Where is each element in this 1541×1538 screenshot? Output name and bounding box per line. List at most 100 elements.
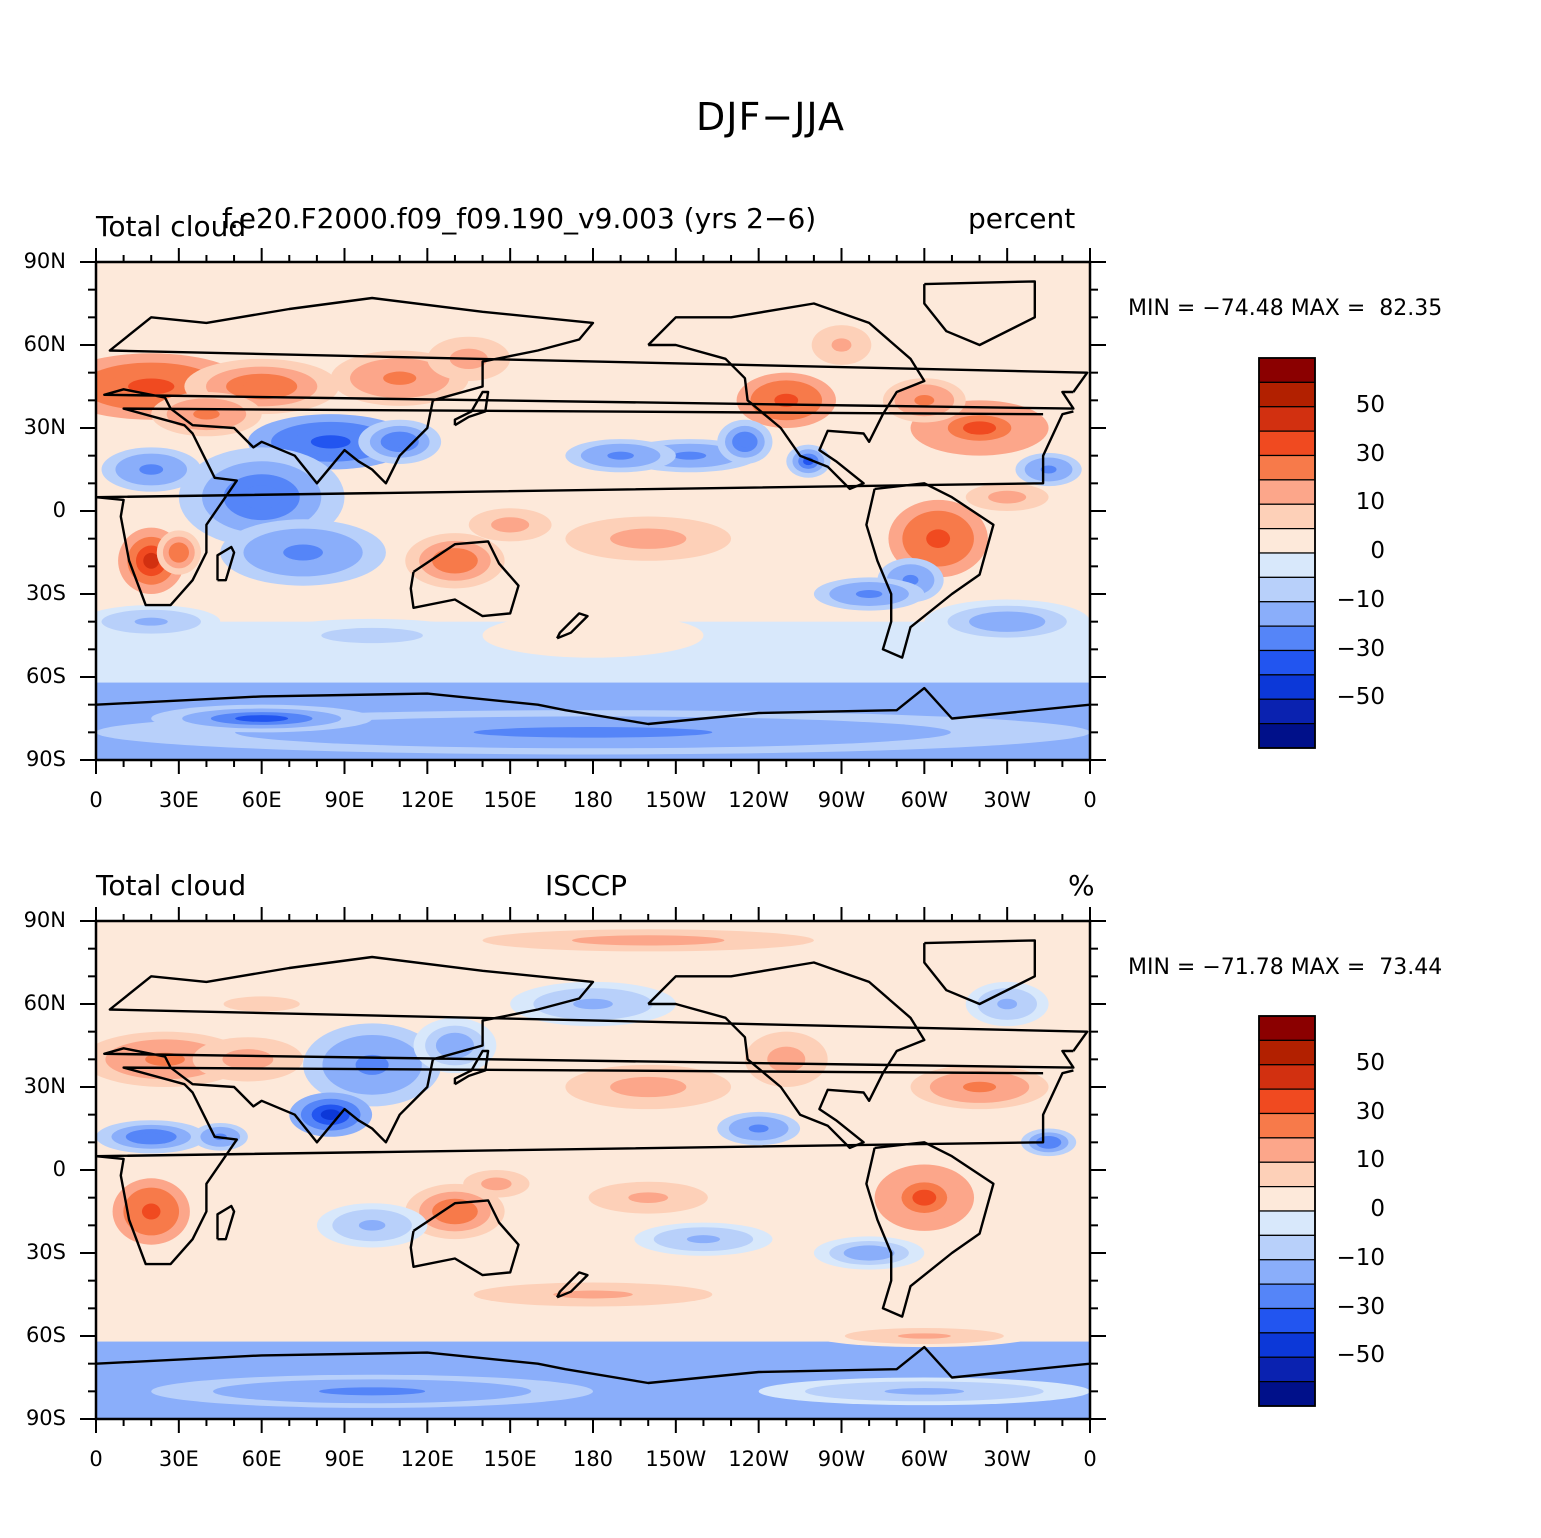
coastline (96, 686, 1090, 726)
anomaly-contour (445, 1038, 465, 1053)
colorbar-swatch (1258, 1259, 1316, 1285)
anomaly-contour (310, 435, 351, 449)
lon-tick-label: 30E (158, 1447, 199, 1471)
anomaly-contour (987, 616, 1028, 627)
lon-tick-label: 0 (1083, 788, 1097, 812)
map-panel-2 (80, 907, 1106, 1433)
coastline (96, 1345, 1090, 1385)
colorbar-swatch (1258, 1186, 1316, 1212)
colorbar-frame (1258, 1015, 1316, 1407)
colorbar-swatch (1258, 1381, 1316, 1407)
colorbar-swatch (1258, 1356, 1316, 1383)
anomaly-contour (997, 998, 1018, 1010)
anomaly-contour (962, 1081, 997, 1093)
lon-tick-label: 120W (728, 1447, 790, 1471)
colorbar-label: −10 (1336, 586, 1385, 613)
colorbar-swatch (1258, 674, 1316, 700)
anomaly-contour (607, 451, 634, 460)
lat-tick-label: 30S (25, 581, 66, 605)
lon-tick-label: 90E (324, 788, 365, 812)
lon-tick-label: 120E (400, 1447, 454, 1471)
colorbar-swatch (1258, 698, 1316, 725)
coastline (96, 1066, 1074, 1266)
lon-tick-label: 90W (817, 1447, 866, 1471)
lon-tick-label: 30W (983, 788, 1031, 812)
colorbar-swatch (1258, 406, 1316, 432)
anomaly-contour (473, 727, 713, 738)
anomaly-contour (383, 371, 417, 385)
lon-tick-label: 30W (983, 1447, 1031, 1471)
coastlines (96, 939, 1090, 1385)
lat-tick-label: 90S (25, 1406, 66, 1430)
colorbar-swatch (1258, 479, 1316, 505)
colorbar-label: 10 (1355, 1147, 1385, 1174)
colorbar-label: −50 (1336, 1342, 1385, 1369)
anomaly-contour (443, 1204, 467, 1219)
coastline (556, 1271, 589, 1299)
anomaly-contour (241, 485, 282, 510)
anomaly-contour (897, 1333, 951, 1339)
panel2-right-label: % (1068, 869, 1095, 902)
coastlines (96, 280, 1090, 726)
lat-tick-label: 0 (52, 1157, 66, 1181)
coastline (923, 280, 1036, 347)
coastline (647, 961, 926, 1150)
coastline (556, 612, 589, 640)
panel1-center-label: f.e20.F2000.f09_f09.190_v9.003 (yrs 2−6) (222, 202, 817, 235)
coastline (409, 1199, 520, 1277)
colorbar-label: 10 (1355, 489, 1385, 516)
lat-tick-label: 0 (52, 498, 66, 522)
lon-tick-label: 90E (324, 1447, 365, 1471)
panel1-min-max: MIN = −74.48 MAX = 82.35 (1128, 296, 1443, 321)
anomaly-contour (139, 464, 164, 475)
lat-tick-label: 60S (25, 664, 66, 688)
lat-tick-label: 60N (23, 332, 66, 356)
lon-tick-label: 60E (241, 1447, 282, 1471)
anomaly-contour (686, 1235, 721, 1244)
colorbar-label: −30 (1336, 635, 1385, 662)
lat-tick-label: 90N (23, 908, 66, 932)
lon-tick-label: 60E (241, 788, 282, 812)
anomaly-contour (173, 547, 185, 558)
lon-tick-label: 120E (400, 788, 454, 812)
anomaly-contour (1040, 465, 1057, 474)
coastline (923, 939, 1036, 1006)
lon-tick-label: 180 (572, 1447, 614, 1471)
panel2-center-label: ISCCP (545, 869, 628, 902)
colorbar-swatch (1258, 723, 1316, 749)
colorbar-swatch (1258, 1015, 1316, 1041)
colorbar-swatch (1258, 1283, 1316, 1310)
lon-tick-label: 30E (158, 788, 199, 812)
colorbar-swatch (1258, 1332, 1316, 1358)
coastline (103, 955, 1089, 1144)
anomaly-contour (128, 378, 175, 395)
colorbar-swatch (1258, 1064, 1316, 1090)
lon-tick-label: 60W (900, 1447, 949, 1471)
anomaly-contour (488, 1180, 505, 1188)
anomaly-contour (243, 379, 281, 394)
colorbar-swatch (1258, 1234, 1316, 1261)
anomaly-contour (137, 1132, 165, 1141)
colorbar-label: 30 (1355, 1098, 1385, 1125)
colorbar-swatch (1258, 528, 1316, 554)
anomaly-contour (962, 421, 997, 435)
anomaly-contour (628, 1192, 669, 1203)
colorbar-frame (1258, 357, 1316, 749)
anomaly-contour (997, 493, 1018, 501)
anomaly-contour (608, 937, 688, 944)
colorbar-swatch (1258, 649, 1316, 676)
anomaly-contour (145, 1052, 185, 1066)
anomaly-contour (573, 998, 613, 1010)
main-title: DJF−JJA (696, 95, 845, 139)
colorbar-2 (1258, 1015, 1316, 1407)
anomaly-contour (912, 1189, 937, 1206)
lat-tick-label: 30S (25, 1240, 66, 1264)
anomaly-contour (500, 520, 521, 529)
anomaly-contour (566, 630, 620, 641)
colorbar-swatch (1258, 1210, 1316, 1236)
anomaly-contour (673, 451, 707, 460)
lat-tick-label: 90S (25, 747, 66, 771)
lon-tick-label: 150E (483, 1447, 537, 1471)
anomaly-contour (134, 617, 168, 626)
